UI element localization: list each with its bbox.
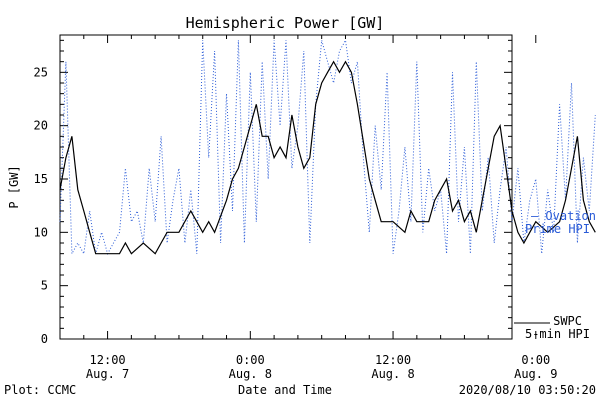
y-axis-label: P [GW] xyxy=(7,165,21,208)
x-tick-date: Aug. 8 xyxy=(229,367,272,381)
footer-timestamp: 2020/08/10 03:50:20 xyxy=(459,383,596,397)
x-tick-time: 0:00 xyxy=(521,353,550,367)
legend-ovation-line2: Prime HPI xyxy=(525,222,590,236)
x-tick-time: 12:00 xyxy=(90,353,126,367)
y-tick-label: 0 xyxy=(41,332,48,346)
y-tick-label: 25 xyxy=(34,65,48,79)
x-tick-time: 0:00 xyxy=(236,353,265,367)
legend-swpc-line2: 5-min HPI xyxy=(525,327,590,341)
legend-ovation-line1: — Ovation xyxy=(531,209,596,223)
x-tick-date: Aug. 7 xyxy=(86,367,129,381)
x-tick-date: Aug. 8 xyxy=(371,367,414,381)
legend: — Ovation Prime HPI SWPC 5-min HPI xyxy=(514,209,596,341)
series-layer xyxy=(59,38,596,256)
x-tick-date: Aug. 9 xyxy=(514,367,557,381)
x-tick-time: 12:00 xyxy=(375,353,411,367)
series-swpc-line xyxy=(59,60,596,255)
y-tick-label: 5 xyxy=(41,279,48,293)
footer-plot-credit: Plot: CCMC xyxy=(4,383,76,397)
series-ovation-prime-line xyxy=(59,38,596,256)
y-axis-ticks: 0 5 10 15 20 25 xyxy=(34,39,512,346)
y-tick-label: 15 xyxy=(34,172,48,186)
y-tick-label: 20 xyxy=(34,119,48,133)
plot-frame xyxy=(59,34,513,340)
x-axis-label: Date and Time xyxy=(238,383,332,397)
y-tick-label: 10 xyxy=(34,225,48,239)
legend-swpc-line1: SWPC xyxy=(553,314,582,328)
chart-title: Hemispheric Power [GW] xyxy=(186,14,385,32)
